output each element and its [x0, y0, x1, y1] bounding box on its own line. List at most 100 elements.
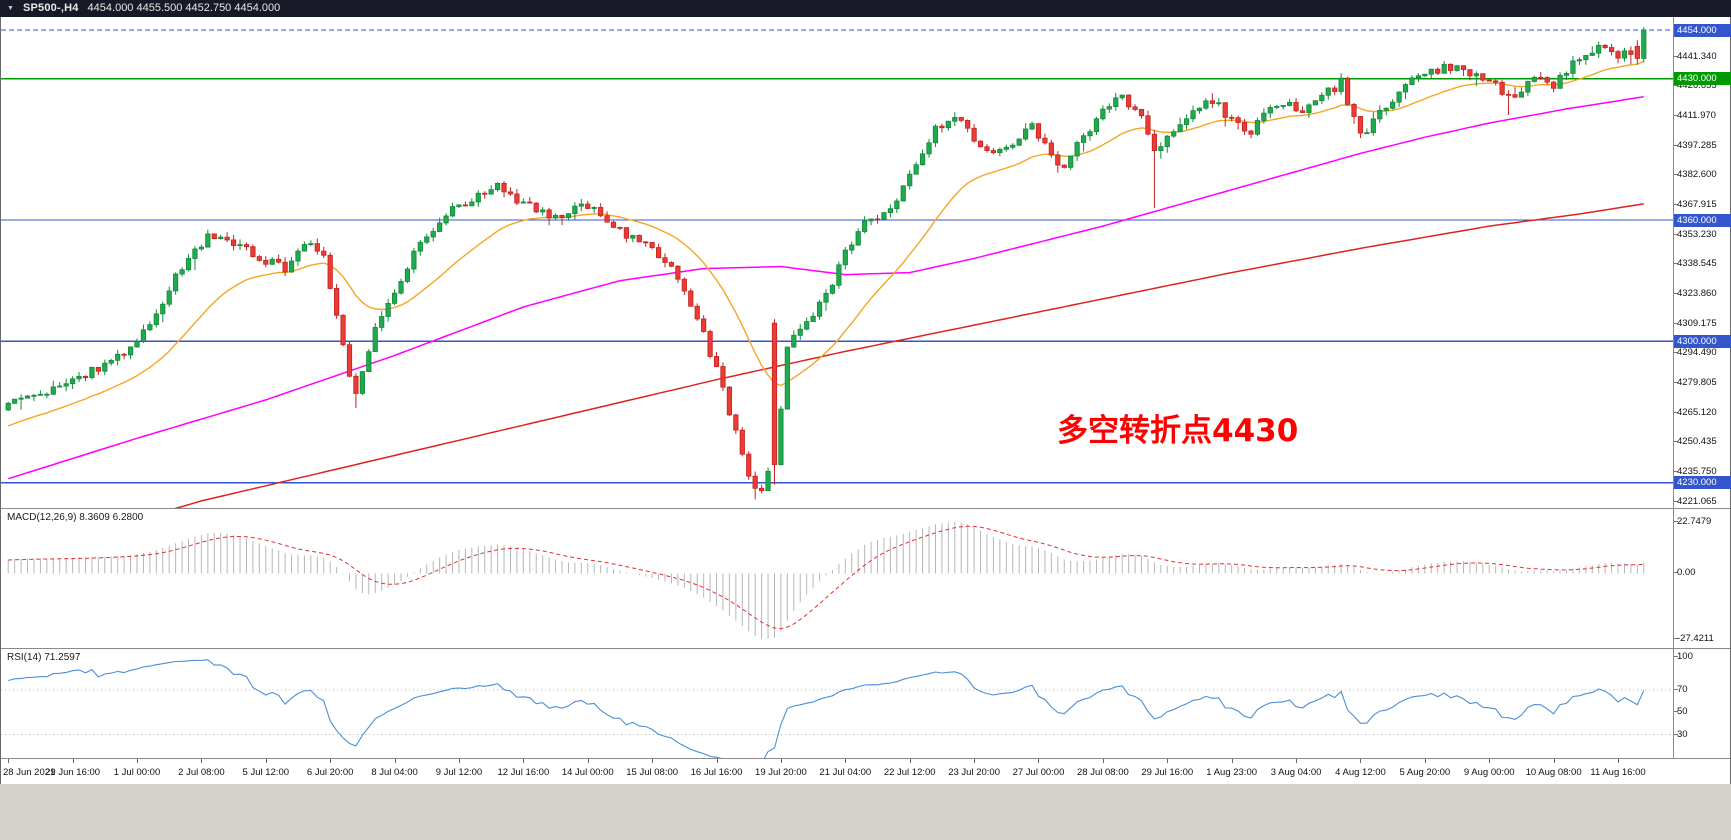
rsi-tick-label: 100: [1677, 650, 1693, 662]
ma-fast-line: [7, 60, 1645, 427]
time-tick-mark: [1231, 759, 1233, 763]
time-tick-mark: [265, 759, 267, 763]
time-tick-mark: [1296, 759, 1298, 763]
price-tick-label: 4397.285: [1677, 139, 1717, 151]
time-label: 1 Aug 23:00: [1206, 767, 1258, 778]
rsi-axis[interactable]: 100 70 50 30: [1673, 649, 1730, 758]
time-tick-mark: [458, 759, 460, 763]
time-tick-mark: [8, 759, 10, 763]
price-level-badge: 4300.000: [1674, 334, 1731, 348]
time-label: 1 Jul 00:00: [113, 767, 161, 778]
time-label: 10 Aug 08:00: [1525, 767, 1582, 778]
candlestick-chart[interactable]: [1, 17, 1673, 508]
rsi-tick-label: 50: [1677, 706, 1688, 718]
price-tick-label: 4367.915: [1677, 199, 1717, 211]
price-tick-label: 4309.175: [1677, 317, 1717, 329]
time-label: 6 Jul 20:00: [306, 767, 354, 778]
macd-axis[interactable]: 22.7479 0.00 -27.4211: [1673, 509, 1730, 648]
price-tick-label: 4221.065: [1677, 495, 1717, 507]
time-label: 21 Jul 04:00: [819, 767, 872, 778]
chart-ohlc-quotes: 4454.000 4455.500 4452.750 4454.000: [87, 2, 281, 14]
price-tick-label: 4250.435: [1677, 436, 1717, 448]
rsi-pane: RSI(14) 71.2597 100 70 50 30: [1, 648, 1730, 759]
chart-window: 多空转折点4430 4441.340 4426.655 4411.970 4397.2…: [0, 17, 1731, 784]
time-label: 8 Jul 04:00: [371, 767, 418, 778]
price-tick-label: 4323.860: [1677, 288, 1717, 300]
price-tick-mark: [1674, 204, 1678, 206]
time-label: 9 Aug 00:00: [1463, 767, 1515, 778]
rsi-tick-mark: [1674, 689, 1678, 691]
rsi-label: RSI(14) 71.2597: [7, 652, 81, 663]
price-tick-mark: [1674, 263, 1678, 265]
macd-tick-mark: [1674, 521, 1678, 522]
time-label: 23 Jul 20:00: [948, 767, 1000, 778]
time-tick-mark: [780, 759, 782, 763]
price-tick-label: 4441.340: [1677, 50, 1717, 62]
macd-chart[interactable]: [1, 510, 1673, 649]
price-tick-label: 4235.750: [1677, 466, 1717, 478]
price-tick-mark: [1674, 352, 1678, 354]
chart-symbol-period: SP500-,H4: [22, 2, 79, 14]
time-label: 5 Aug 20:00: [1399, 767, 1451, 778]
rsi-tick-label: 70: [1677, 684, 1688, 696]
time-tick-mark: [394, 759, 396, 763]
time-tick-mark: [201, 759, 203, 763]
workspace-background: [0, 784, 1731, 840]
time-tick-mark: [909, 759, 911, 763]
time-label: 19 Jul 20:00: [755, 767, 807, 778]
time-label: 22 Jul 12:00: [883, 767, 936, 778]
time-tick-mark: [137, 759, 138, 763]
chart-annotation[interactable]: 多空转折点4430: [1057, 413, 1299, 449]
price-tick-mark: [1674, 441, 1678, 443]
price-tick-label: 4294.490: [1677, 347, 1717, 359]
time-tick-mark: [974, 759, 976, 763]
time-tick-mark: [1424, 759, 1426, 763]
time-label: 4 Aug 12:00: [1335, 767, 1386, 778]
chart-title-bar: ▼ SP500-,H4 4454.000 4455.500 4452.750 4…: [0, 0, 1731, 17]
price-level-badge: 4430.000: [1674, 72, 1731, 86]
main-price-pane: 多空转折点4430 4441.340 4426.655 4411.970 4397.2…: [1, 17, 1731, 508]
price-tick-mark: [1674, 382, 1678, 384]
macd-tick-label: 22.7479: [1677, 516, 1712, 527]
time-label: 15 Jul 08:00: [626, 767, 679, 778]
price-tick-mark: [1674, 322, 1678, 324]
price-tick-label: 4353.230: [1677, 228, 1717, 240]
price-tick-label: 4382.600: [1677, 169, 1717, 181]
price-level-badge: 4230.000: [1674, 476, 1731, 490]
time-tick-mark: [1360, 759, 1362, 763]
price-tick-mark: [1674, 85, 1678, 87]
price-level-badge: 4454.000: [1674, 23, 1731, 37]
ma-slow-line: [174, 203, 1644, 508]
rsi-tick-label: 30: [1677, 728, 1688, 740]
price-tick-mark: [1674, 293, 1678, 295]
macd-tick-label: 0.00: [1677, 567, 1696, 579]
time-label: 29 Jul 16:00: [1141, 767, 1194, 778]
time-tick-mark: [716, 759, 718, 763]
chart-dropdown-icon[interactable]: ▼: [7, 5, 14, 12]
time-tick-mark: [845, 759, 847, 763]
rsi-tick-mark: [1674, 711, 1678, 713]
time-label: 11 Aug 16:00: [1590, 767, 1646, 778]
time-tick-mark: [1489, 759, 1491, 763]
time-tick-mark: [523, 759, 525, 763]
price-tick-mark: [1674, 174, 1678, 176]
macd-pane: MACD(12,26,9) 8.3609 6.2800 22.7479 0.00 -…: [1, 508, 1730, 648]
price-tick-label: 4411.970: [1677, 110, 1716, 122]
time-axis[interactable]: 28 Jun 2021 29 Jun 16:00 1 Jul 00:00 2 Jul …: [1, 758, 1730, 784]
macd-signal-line: [8, 525, 1644, 630]
time-label: 16 Jul 16:00: [690, 767, 743, 778]
time-label: 27 Jul 00:00: [1012, 767, 1065, 778]
rsi-chart[interactable]: [1, 650, 1673, 759]
time-label: 5 Jul 12:00: [242, 767, 290, 778]
rsi-tick-mark: [1674, 733, 1678, 735]
macd-tick-mark: [1674, 638, 1678, 639]
time-label: 28 Jul 08:00: [1076, 767, 1129, 778]
macd-label: MACD(12,26,9) 8.3609 6.2800: [7, 512, 144, 523]
time-tick-mark: [652, 759, 654, 763]
time-tick-mark: [330, 759, 332, 763]
price-axis[interactable]: 4441.340 4426.655 4411.970 4397.285 4382.600…: [1673, 17, 1731, 508]
price-tick-mark: [1674, 55, 1678, 57]
time-label: 29 Jun 16:00: [45, 767, 101, 778]
time-label: 14 Jul 00:00: [561, 767, 614, 778]
